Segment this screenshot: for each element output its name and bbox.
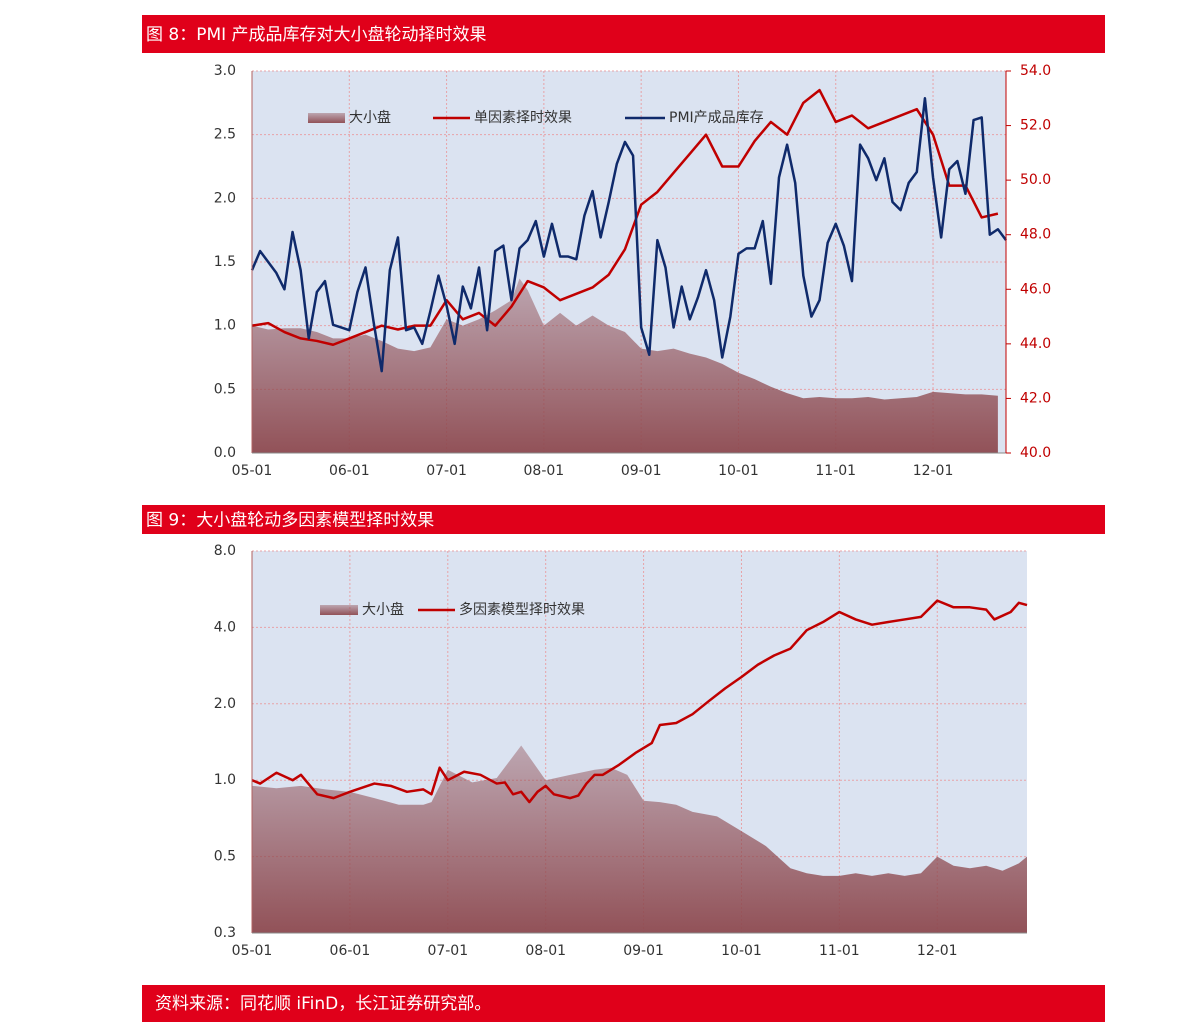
x-tick-label: 10-01	[718, 463, 759, 479]
y2-tick-label: 48.0	[1020, 227, 1051, 243]
y2-tick-label: 50.0	[1020, 172, 1051, 188]
x-tick-label: 11-01	[819, 943, 860, 959]
x-tick-label: 06-01	[330, 943, 371, 959]
y-tick-label: 1.5	[214, 254, 236, 270]
x-tick-label: 09-01	[623, 943, 664, 959]
y-tick-label: 2.0	[214, 190, 236, 206]
legend-label: 大小盘	[362, 601, 404, 618]
x-tick-label: 08-01	[525, 943, 566, 959]
legend-label: 单因素择时效果	[474, 110, 572, 126]
x-tick-label: 08-01	[524, 463, 565, 479]
line	[251, 88, 999, 347]
y-tick-label: 1.0	[214, 772, 236, 788]
y-tick-label: 3.0	[214, 63, 236, 79]
y-tick-label: 0.5	[214, 381, 236, 397]
y2-tick-label: 54.0	[1020, 63, 1051, 79]
area	[252, 278, 998, 453]
y2-tick-label: 44.0	[1020, 336, 1051, 352]
y-tick-label: 0.3	[214, 925, 236, 941]
y-tick-label: 2.5	[214, 127, 236, 143]
y-tick-label: 0.0	[214, 445, 236, 461]
x-tick-label: 07-01	[427, 943, 468, 959]
figure-title: 图 9：大小盘轮动多因素模型择时效果	[146, 511, 434, 531]
legend-swatch	[320, 605, 358, 615]
x-tick-label: 05-01	[232, 943, 273, 959]
x-tick-label: 11-01	[815, 463, 856, 479]
x-tick-label: 10-01	[721, 943, 762, 959]
x-tick-label: 07-01	[426, 463, 467, 479]
source-note: 资料来源：同花顺 iFinD，长江证券研究部。	[155, 994, 491, 1014]
figure-title-bar	[142, 15, 1105, 53]
figure-title-bar	[142, 505, 1105, 534]
x-tick-label: 12-01	[913, 463, 954, 479]
figure-title: 图 8：PMI 产成品库存对大小盘轮动择时效果	[146, 25, 487, 45]
y2-tick-label: 42.0	[1020, 390, 1051, 406]
legend-label: PMI产成品库存	[669, 110, 764, 126]
legend-swatch	[308, 113, 345, 123]
legend-label: 多因素模型择时效果	[459, 601, 585, 618]
x-tick-label: 05-01	[232, 463, 273, 479]
legend-label: 大小盘	[349, 109, 391, 126]
y-tick-label: 2.0	[214, 696, 236, 712]
x-tick-label: 06-01	[329, 463, 370, 479]
y2-tick-label: 40.0	[1020, 445, 1051, 461]
y-tick-label: 0.5	[214, 849, 236, 865]
source-bar	[142, 985, 1105, 1022]
area	[252, 745, 1027, 933]
y-tick-label: 1.0	[214, 318, 236, 334]
y-tick-label: 8.0	[214, 543, 236, 559]
line	[251, 599, 1028, 804]
y2-tick-label: 52.0	[1020, 118, 1051, 134]
y2-tick-label: 46.0	[1020, 281, 1051, 297]
x-tick-label: 12-01	[917, 943, 958, 959]
y-tick-label: 4.0	[214, 619, 236, 635]
x-tick-label: 09-01	[621, 463, 662, 479]
line	[250, 97, 1008, 373]
